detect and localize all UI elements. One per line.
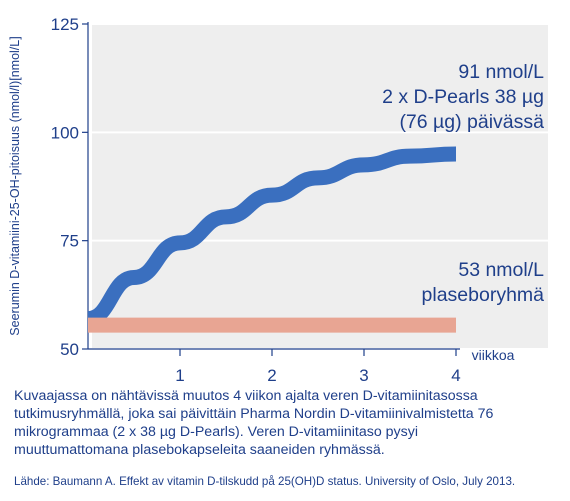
source-citation: Lähde: Baumann A. Effekt av vitamin D-ti… <box>14 475 516 488</box>
x-ticks: 1 2 3 4 <box>175 349 461 385</box>
x-axis-label: viikkoa <box>472 347 515 363</box>
series-label-line: 91 nmol/L <box>458 61 544 83</box>
series-label-line: plaseboryhmä <box>422 284 545 306</box>
y-axis-label: Seerumin D-vitamiini-25-OH-pitoisuus (nm… <box>8 36 22 335</box>
x-tick-label: 4 <box>451 366 460 385</box>
x-tick-label: 3 <box>359 366 368 385</box>
series <box>86 146 457 333</box>
x-tick-label: 1 <box>175 366 184 385</box>
x-tick-label: 2 <box>267 366 276 385</box>
series-labels: 91 nmol/L 2 x D-Pearls 38 µg (76 µg) päivä… <box>382 61 544 306</box>
series-label-line: 2 x D-Pearls 38 µg <box>382 86 544 108</box>
series-line-d-pearls <box>86 146 457 327</box>
series-label-line: 53 nmol/L <box>458 259 544 281</box>
y-ticks: 125 100 75 50 <box>51 15 88 359</box>
y-tick-label: 125 <box>51 15 79 34</box>
y-tick-label: 50 <box>60 340 79 359</box>
y-tick-label: 75 <box>60 232 79 251</box>
plot-background <box>92 24 548 349</box>
y-tick-label: 100 <box>51 123 79 142</box>
chart: 125 100 75 50 1 2 3 4 91 nmol/L 2 x D-Pearls 38… <box>8 15 548 385</box>
chart-caption: Kuvaajassa on nähtävissä muutos 4 viikon… <box>14 388 494 458</box>
series-label-line: (76 µg) päivässä <box>399 111 544 133</box>
